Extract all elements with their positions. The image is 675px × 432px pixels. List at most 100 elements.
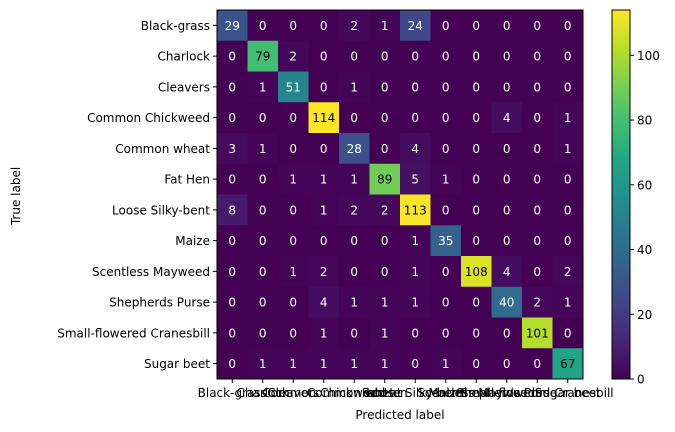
cell-value: 0	[442, 142, 450, 156]
cell-value: 2	[533, 296, 541, 310]
cell-value: 2	[350, 19, 358, 33]
cell-value: 0	[228, 111, 236, 125]
cell-value: 5	[411, 173, 419, 187]
cell-value: 0	[442, 19, 450, 33]
cell-value: 0	[472, 357, 480, 371]
cell-value: 3	[228, 142, 236, 156]
cell-value: 1	[411, 234, 419, 248]
cell-value: 0	[381, 50, 389, 64]
cell-value: 0	[228, 326, 236, 340]
cell-value: 0	[320, 234, 328, 248]
cell-value: 4	[411, 142, 419, 156]
cell-value: 0	[564, 234, 572, 248]
y-tick-label: Black-grass	[141, 19, 210, 33]
cell-value: 51	[286, 80, 301, 94]
colorbar-tick-label: 80	[637, 114, 652, 128]
cell-value: 0	[411, 80, 419, 94]
cell-value: 0	[381, 265, 389, 279]
cell-value: 4	[503, 111, 511, 125]
cell-value: 0	[472, 142, 480, 156]
cell-value: 1	[564, 296, 572, 310]
cell-value: 0	[442, 265, 450, 279]
cell-value: 1	[381, 326, 389, 340]
cell-value: 1	[381, 19, 389, 33]
cell-value: 0	[533, 142, 541, 156]
cell-value: 0	[289, 234, 297, 248]
cell-value: 0	[442, 203, 450, 217]
cell-value: 2	[289, 50, 297, 64]
y-axis-label: True label	[9, 167, 23, 226]
cell-value: 0	[442, 326, 450, 340]
cell-value: 4	[320, 296, 328, 310]
cell-value: 0	[472, 234, 480, 248]
cell-value: 0	[503, 234, 511, 248]
y-tick-label: Common Chickweed	[87, 111, 210, 125]
cell-value: 0	[503, 50, 511, 64]
cell-value: 1	[350, 296, 358, 310]
x-axis-label: Predicted label	[355, 408, 444, 422]
cell-value: 0	[442, 111, 450, 125]
cell-value: 0	[503, 357, 511, 371]
cell-value: 101	[526, 326, 549, 340]
colorbar	[612, 10, 630, 379]
cell-value: 0	[564, 326, 572, 340]
cell-value: 1	[442, 357, 450, 371]
cell-value: 1	[381, 357, 389, 371]
cell-value: 0	[472, 111, 480, 125]
cell-value: 113	[404, 203, 427, 217]
cell-value: 0	[564, 203, 572, 217]
cell-value: 0	[533, 203, 541, 217]
y-tick-label: Loose Silky-bent	[112, 203, 210, 217]
cell-value: 0	[472, 203, 480, 217]
cell-value: 1	[289, 265, 297, 279]
cell-value: 114	[312, 111, 335, 125]
cell-value: 0	[503, 326, 511, 340]
y-tick-label: Maize	[175, 234, 210, 248]
cell-value: 29	[225, 19, 240, 33]
cell-value: 0	[381, 234, 389, 248]
cell-value: 0	[259, 265, 267, 279]
cell-value: 8	[228, 203, 236, 217]
cell-value: 0	[289, 19, 297, 33]
colorbar-tick-label: 40	[637, 243, 652, 257]
y-tick-label: Small-flowered Cranesbill	[57, 326, 210, 340]
colorbar-tick-label: 20	[637, 308, 652, 322]
cell-value: 24	[408, 19, 423, 33]
cell-value: 2	[564, 265, 572, 279]
cell-value: 1	[259, 80, 267, 94]
colorbar-tick-label: 60	[637, 178, 652, 192]
cell-value: 0	[350, 234, 358, 248]
cell-value: 0	[381, 142, 389, 156]
cell-value: 2	[381, 203, 389, 217]
y-tick-label: Common wheat	[115, 142, 210, 156]
cell-value: 0	[533, 80, 541, 94]
cell-value: 0	[503, 142, 511, 156]
cell-value: 0	[320, 142, 328, 156]
cell-value: 0	[350, 111, 358, 125]
y-tick-label: Scentless Mayweed	[92, 265, 210, 279]
cell-value: 0	[320, 19, 328, 33]
cell-value: 0	[503, 173, 511, 187]
cell-value: 0	[259, 296, 267, 310]
cell-value: 0	[442, 296, 450, 310]
cell-value: 0	[533, 19, 541, 33]
cell-value: 1	[320, 173, 328, 187]
cell-value: 0	[320, 50, 328, 64]
cell-value: 0	[472, 50, 480, 64]
cell-value: 0	[411, 357, 419, 371]
colorbar-tick-label: 100	[637, 49, 660, 63]
cell-value: 0	[289, 111, 297, 125]
cell-value: 35	[438, 234, 453, 248]
cell-value: 0	[259, 326, 267, 340]
cell-value: 1	[350, 80, 358, 94]
cell-value: 0	[228, 265, 236, 279]
cell-value: 1	[289, 357, 297, 371]
cell-value: 0	[442, 50, 450, 64]
cell-value: 0	[411, 326, 419, 340]
cell-value: 0	[503, 80, 511, 94]
cell-value: 0	[472, 296, 480, 310]
cell-value: 1	[411, 265, 419, 279]
y-tick-label: Cleavers	[158, 80, 210, 94]
cell-value: 0	[564, 173, 572, 187]
